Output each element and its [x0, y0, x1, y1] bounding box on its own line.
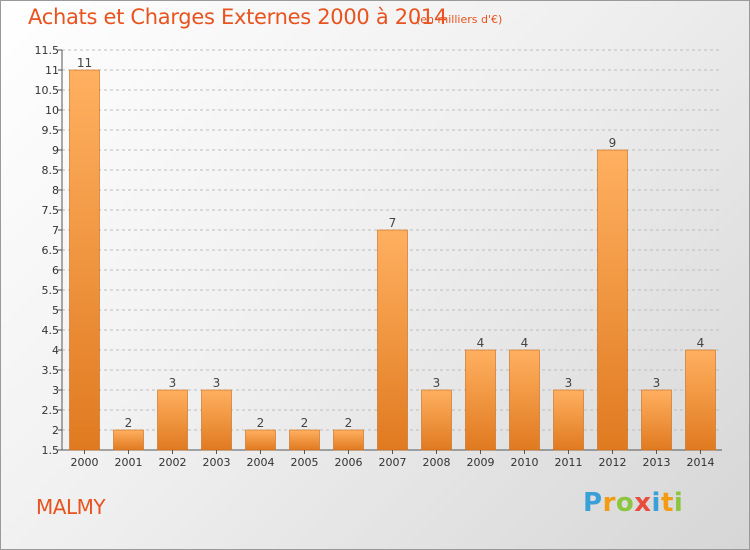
- data-label-2009: 4: [477, 336, 485, 350]
- data-label-2008: 3: [433, 376, 441, 390]
- logo-letter: o: [615, 488, 635, 518]
- y-tick-label: 10.5: [35, 84, 60, 97]
- data-label-2013: 3: [653, 376, 661, 390]
- x-tick-label-2003: 2003: [203, 456, 231, 469]
- data-labels: 11 2 3 3 2 2 2 7 3 4 4 3 9 3 4: [77, 56, 704, 430]
- y-tick-label: 10: [45, 104, 59, 117]
- bar-2012: [597, 149, 628, 451]
- bars: [69, 69, 716, 451]
- data-label-2012: 9: [609, 136, 617, 150]
- data-label-2004: 2: [257, 416, 265, 430]
- data-label-2002: 3: [169, 376, 177, 390]
- y-tick-label: 2.5: [42, 404, 60, 417]
- x-tick-label-2006: 2006: [335, 456, 363, 469]
- x-tick-label-2001: 2001: [115, 456, 143, 469]
- logo-letter: t: [660, 488, 674, 518]
- bar-2007: [377, 229, 408, 451]
- chart-unit: (en milliers d'€): [416, 13, 503, 26]
- y-tick-label: 3: [52, 384, 59, 397]
- bar-2006: [333, 429, 364, 451]
- bar-2011: [553, 389, 584, 451]
- x-tick-label-2009: 2009: [467, 456, 495, 469]
- bar-2000: [69, 69, 100, 451]
- y-tick-label: 4.5: [42, 324, 60, 337]
- bar-2010: [509, 349, 540, 451]
- data-label-2000: 11: [77, 56, 92, 70]
- x-tick-label-2000: 2000: [71, 456, 99, 469]
- x-tick-label-2010: 2010: [511, 456, 539, 469]
- x-tick-label-2002: 2002: [159, 456, 187, 469]
- y-tick-label: 11: [45, 64, 59, 77]
- bar-2008: [421, 389, 452, 451]
- logo-letter: r: [602, 488, 616, 518]
- logo-letter: x: [634, 488, 652, 518]
- x-tick-label-2012: 2012: [599, 456, 627, 469]
- bar-2002: [157, 389, 188, 451]
- bar-2009: [465, 349, 496, 451]
- chart-title: Achats et Charges Externes 2000 à 2014: [28, 5, 448, 29]
- data-label-2006: 2: [345, 416, 353, 430]
- data-label-2010: 4: [521, 336, 529, 350]
- proxiti-logo: Proxiti: [583, 488, 683, 518]
- x-tick-label-2013: 2013: [643, 456, 671, 469]
- y-tick-label: 7.5: [42, 204, 60, 217]
- y-tick-label: 5.5: [42, 284, 60, 297]
- x-tick-labels: 2000 2001 2002 2003 2004 2005 2006 2007 2008 2009…: [71, 450, 715, 469]
- y-tick-label: 6.5: [42, 244, 60, 257]
- bar-2014: [685, 349, 716, 451]
- x-tick-label-2005: 2005: [291, 456, 319, 469]
- x-tick-label-2007: 2007: [379, 456, 407, 469]
- data-label-2005: 2: [301, 416, 309, 430]
- bar-2004: [245, 429, 276, 451]
- y-tick-label: 3.5: [42, 364, 60, 377]
- y-tick-labels: 1.5 2 2.5 3 3.5 4 4.5 5 5.5 6 6.5 7 7.5 8 8.5 9 9.5 10 10.…: [35, 44, 60, 457]
- logo-letter: i: [651, 488, 661, 518]
- logo-letter: P: [583, 488, 603, 518]
- x-tick-label-2011: 2011: [555, 456, 583, 469]
- y-tick-label: 2: [52, 424, 59, 437]
- y-tick-label: 11.5: [35, 44, 60, 57]
- y-tick-label: 9: [52, 144, 59, 157]
- town-name: MALMY: [36, 495, 106, 519]
- x-tick-label-2004: 2004: [247, 456, 275, 469]
- y-tick-label: 1.5: [42, 444, 60, 457]
- bar-2005: [289, 429, 320, 451]
- bar-2013: [641, 389, 672, 451]
- y-tick-label: 8.5: [42, 164, 60, 177]
- y-tick-label: 8: [52, 184, 59, 197]
- data-label-2014: 4: [697, 336, 705, 350]
- y-tick-label: 6: [52, 264, 59, 277]
- data-label-2003: 3: [213, 376, 221, 390]
- bar-2001: [113, 429, 144, 451]
- data-label-2001: 2: [125, 416, 133, 430]
- x-tick-label-2014: 2014: [687, 456, 715, 469]
- y-tick-label: 4: [52, 344, 59, 357]
- y-tick-label: 7: [52, 224, 59, 237]
- x-tick-label-2008: 2008: [423, 456, 451, 469]
- data-label-2011: 3: [565, 376, 573, 390]
- logo-letter: i: [673, 488, 684, 518]
- data-label-2007: 7: [389, 216, 397, 230]
- y-tick-label: 9.5: [42, 124, 60, 137]
- y-tick-label: 5: [52, 304, 59, 317]
- bar-2003: [201, 389, 232, 451]
